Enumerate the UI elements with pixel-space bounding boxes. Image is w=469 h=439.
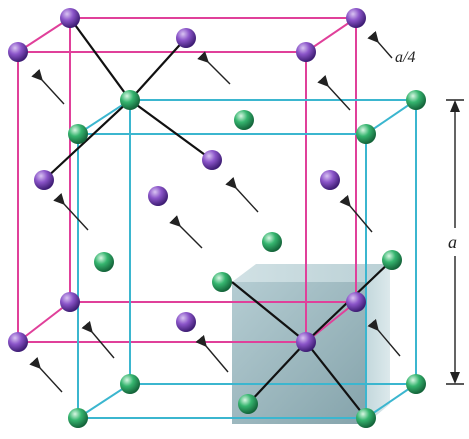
- dimension-a: [446, 99, 464, 385]
- purple-atom: [148, 186, 168, 206]
- purple-atom: [296, 332, 316, 352]
- green-atom: [234, 110, 254, 130]
- purple-atom: [8, 332, 28, 352]
- arrow: [367, 318, 401, 357]
- edge-length-label: a: [448, 232, 457, 252]
- green-atom: [68, 408, 88, 428]
- arrow: [225, 176, 259, 213]
- green-atom: [238, 394, 258, 414]
- purple-atom: [34, 170, 54, 190]
- arrow: [81, 320, 115, 359]
- purple-atom: [202, 150, 222, 170]
- arrow: [339, 194, 373, 233]
- arrow: [367, 30, 393, 59]
- arrow: [317, 74, 351, 111]
- highlight-cube-side: [366, 264, 390, 424]
- purple-atom: [346, 292, 366, 312]
- arrow: [31, 68, 65, 105]
- arrow: [195, 334, 229, 373]
- green-atom: [406, 90, 426, 110]
- green-atom: [406, 374, 426, 394]
- purple-atom: [176, 28, 196, 48]
- bond-line: [129, 99, 213, 161]
- purple-atom: [296, 42, 316, 62]
- shift-label: a/4: [395, 49, 415, 66]
- green-atoms: [68, 90, 426, 428]
- green-atom: [212, 272, 232, 292]
- highlight-cube-top: [232, 264, 390, 282]
- green-atom: [356, 408, 376, 428]
- bond-line: [69, 17, 131, 101]
- green-atom: [356, 124, 376, 144]
- dimension-arrow-bottom: [450, 372, 460, 384]
- purple-atom: [320, 170, 340, 190]
- purple-atoms: [8, 8, 366, 352]
- purple-atom: [8, 42, 28, 62]
- green-atom: [262, 232, 282, 252]
- arrow: [197, 51, 231, 85]
- arrow: [53, 193, 89, 231]
- shift-arrows: [29, 30, 401, 393]
- bond-line: [305, 341, 367, 419]
- green-atom: [382, 250, 402, 270]
- bond-line: [43, 99, 131, 181]
- green-atom: [94, 252, 114, 272]
- arrow: [169, 215, 203, 249]
- bond-line: [129, 37, 187, 101]
- arrow: [29, 356, 63, 393]
- green-atom: [120, 374, 140, 394]
- dimension-arrow-top: [450, 100, 460, 112]
- bonds: [43, 17, 393, 419]
- purple-atom: [60, 8, 80, 28]
- purple-atom: [176, 312, 196, 332]
- purple-atom: [60, 292, 80, 312]
- bond-line: [247, 341, 307, 405]
- bond-line: [231, 281, 307, 343]
- green-atom: [120, 90, 140, 110]
- green-atom: [68, 124, 88, 144]
- purple-atom: [346, 8, 366, 28]
